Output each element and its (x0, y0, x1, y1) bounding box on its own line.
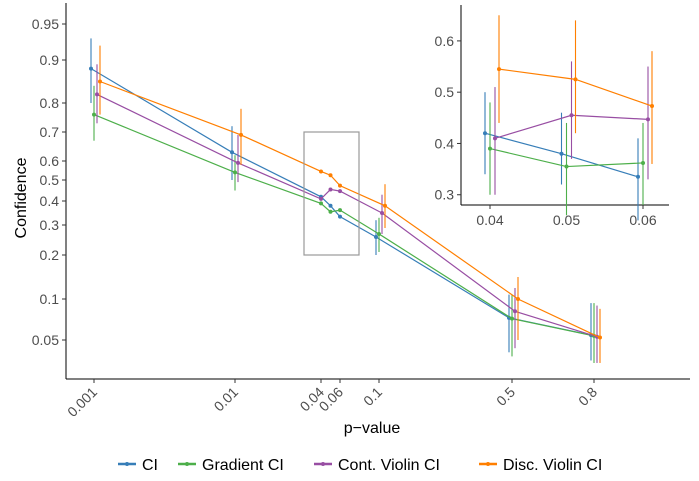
inset-data-point (636, 174, 640, 179)
data-point (377, 232, 381, 236)
series-line (96, 93, 598, 338)
inset-background (461, 5, 669, 205)
legend-key-point (185, 462, 189, 466)
y-tick-label: 0.95 (32, 16, 59, 32)
inset-series-3 (497, 15, 654, 164)
inset-data-point (488, 146, 492, 151)
inset-data-point (497, 67, 501, 72)
legend-item-0: CI (118, 457, 158, 474)
y-tick-label: 0.4 (40, 193, 60, 209)
inset-x-tick-label: 0.05 (553, 212, 580, 228)
data-point (236, 160, 240, 165)
inset-data-point (646, 117, 650, 122)
y-axis-title: Confidence (13, 157, 30, 238)
data-point (513, 309, 517, 314)
data-point (233, 170, 237, 175)
data-point (328, 187, 333, 192)
inset-series-1 (488, 102, 645, 216)
y-tick-label: 0.9 (40, 52, 60, 68)
x-axis-title: p−value (344, 420, 401, 437)
data-point (319, 201, 323, 206)
inset-series-0 (483, 92, 640, 221)
series-line (93, 114, 595, 337)
inset-data-point (564, 164, 569, 169)
y-tick-label: 0.05 (32, 332, 59, 348)
data-point (95, 92, 99, 97)
data-point (338, 189, 342, 194)
legend: CI Gradient CI Cont. Violin CI Disc. Violin… (118, 457, 602, 474)
inset-x-tick-label: 0.06 (629, 212, 656, 228)
data-point (92, 112, 96, 117)
data-point (328, 203, 333, 208)
y-tick-label: 0.8 (40, 95, 60, 111)
inset-y-tick-label: 0.4 (435, 135, 455, 151)
inset-data-point (650, 104, 654, 109)
legend-item-1: Gradient CI (178, 457, 284, 474)
inset-x-tick-label: 0.04 (476, 212, 503, 228)
data-point (510, 316, 514, 321)
series-line (99, 80, 601, 339)
legend-label: Gradient CI (202, 457, 284, 474)
inset-data-point (493, 136, 497, 141)
data-point (89, 66, 93, 71)
y-tick-label: 0.6 (40, 153, 60, 169)
data-point (328, 173, 333, 178)
legend-label: CI (142, 457, 158, 474)
inset-data-point (573, 77, 578, 82)
inset-data-point (483, 131, 487, 136)
data-point (374, 235, 378, 239)
data-point (319, 196, 323, 201)
legend-item-3: Disc. Violin CI (479, 457, 602, 474)
inset-plot-panel: 0.3 0.4 0.5 0.6 0.04 0.05 0.06 (435, 5, 669, 228)
legend-label: Disc. Violin CI (503, 457, 602, 474)
inset-series-2 (493, 61, 650, 195)
data-point (383, 203, 387, 208)
inset-y-tick-label: 0.3 (435, 187, 455, 203)
zoom-highlight-box (303, 131, 360, 256)
data-point (338, 214, 342, 219)
series-3 (98, 45, 602, 363)
data-point (230, 150, 234, 155)
data-point (598, 335, 602, 340)
legend-label: Cont. Violin CI (338, 457, 440, 474)
data-point (516, 297, 520, 301)
legend-key-point (486, 462, 490, 466)
y-tick-label: 0.7 (40, 124, 60, 140)
series-1 (92, 85, 596, 363)
y-tick-label: 0.1 (40, 291, 60, 307)
legend-key-point (125, 462, 129, 466)
y-tick-label: 0.5 (40, 172, 60, 188)
inset-data-point (559, 151, 564, 156)
y-tick-label: 0.3 (40, 217, 60, 233)
data-point (328, 209, 333, 214)
data-point (319, 169, 323, 174)
data-point (338, 183, 342, 188)
y-tick-label: 0.2 (40, 247, 60, 263)
inset-data-point (569, 113, 574, 118)
legend-key-point (321, 462, 325, 466)
data-point (338, 208, 342, 213)
data-point (98, 79, 102, 84)
legend-item-2: Cont. Violin CI (314, 457, 440, 474)
data-point (239, 132, 243, 137)
inset-y-tick-label: 0.6 (435, 33, 455, 49)
data-point (380, 211, 384, 215)
inset-y-tick-label: 0.5 (435, 84, 455, 100)
inset-data-point (641, 160, 645, 165)
